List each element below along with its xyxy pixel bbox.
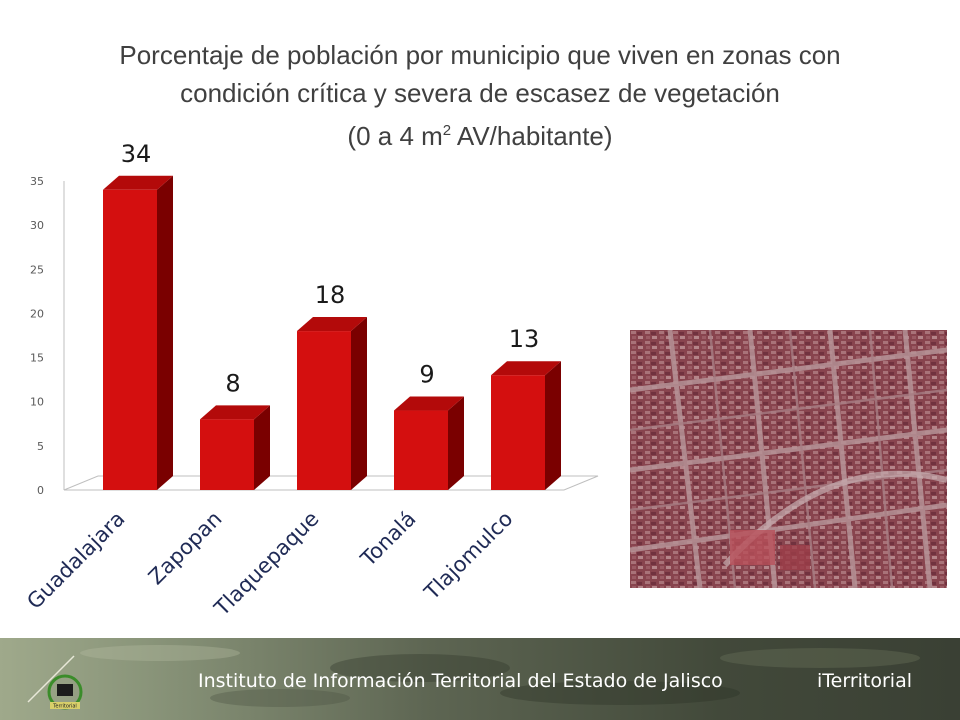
data-label: 9 <box>419 361 434 389</box>
data-label: 18 <box>315 281 346 309</box>
bar-side <box>157 175 173 490</box>
y-tick-label: 25 <box>30 263 44 276</box>
footer-bar: Instituto de Información Territorial del… <box>0 638 960 720</box>
title-line-3: (0 a 4 m2 AV/habitante) <box>0 112 960 155</box>
y-tick-label: 5 <box>37 440 44 453</box>
y-tick-label: 35 <box>30 175 44 188</box>
title-superscript: 2 <box>442 122 452 139</box>
bar-side <box>545 361 561 490</box>
title-line-2: condición crítica y severa de escasez de… <box>180 78 780 108</box>
bar-side <box>254 405 270 490</box>
logo-text: Territorial <box>52 704 77 710</box>
bar-top <box>297 317 367 332</box>
satellite-urban-map <box>630 330 947 588</box>
chart-title: Porcentaje de población por municipio qu… <box>0 36 960 155</box>
data-label: 34 <box>121 140 152 168</box>
bar-top <box>394 396 464 411</box>
y-tick-label: 15 <box>30 352 44 365</box>
institution-name: Instituto de Información Territorial del… <box>198 670 723 692</box>
x-category-label: Guadalajara <box>22 507 129 614</box>
data-label: 13 <box>509 325 540 353</box>
title-line-3-prefix: (0 a 4 m <box>347 121 443 151</box>
x-category-label: Tonalá <box>355 507 420 572</box>
bar-side <box>448 396 464 490</box>
bar <box>394 410 448 490</box>
title-line-3-suffix: AV/habitante) <box>451 121 613 151</box>
brand-name: iTerritorial <box>817 670 912 692</box>
y-tick-label: 0 <box>37 484 44 497</box>
logo-label-box <box>50 702 80 709</box>
bar-side <box>351 317 367 490</box>
y-tick-label: 10 <box>30 396 44 409</box>
bar-chart: 0 5 10 15 20 25 30 35 34 Guadalajara 8 Zapopan 18 Tla… <box>22 140 599 621</box>
logo-mark <box>57 684 73 696</box>
title-line-1: Porcentaje de población por municipio qu… <box>119 40 841 70</box>
iterritorial-logo: Territorial <box>27 655 83 710</box>
bar <box>103 189 157 490</box>
bar-top <box>200 405 270 420</box>
data-label: 8 <box>225 369 240 397</box>
y-tick-label: 20 <box>30 307 44 320</box>
bar <box>200 419 254 490</box>
footer-texture <box>80 645 920 707</box>
bar-top <box>103 175 173 190</box>
x-category-label: Zapopan <box>144 507 227 590</box>
bar <box>297 331 351 490</box>
x-category-label: Tlajomulco <box>419 507 517 605</box>
bar-top <box>491 361 561 376</box>
y-tick-label: 30 <box>30 219 44 232</box>
bar <box>491 375 545 490</box>
logo-slash <box>27 655 75 703</box>
satellite-image <box>630 330 947 588</box>
